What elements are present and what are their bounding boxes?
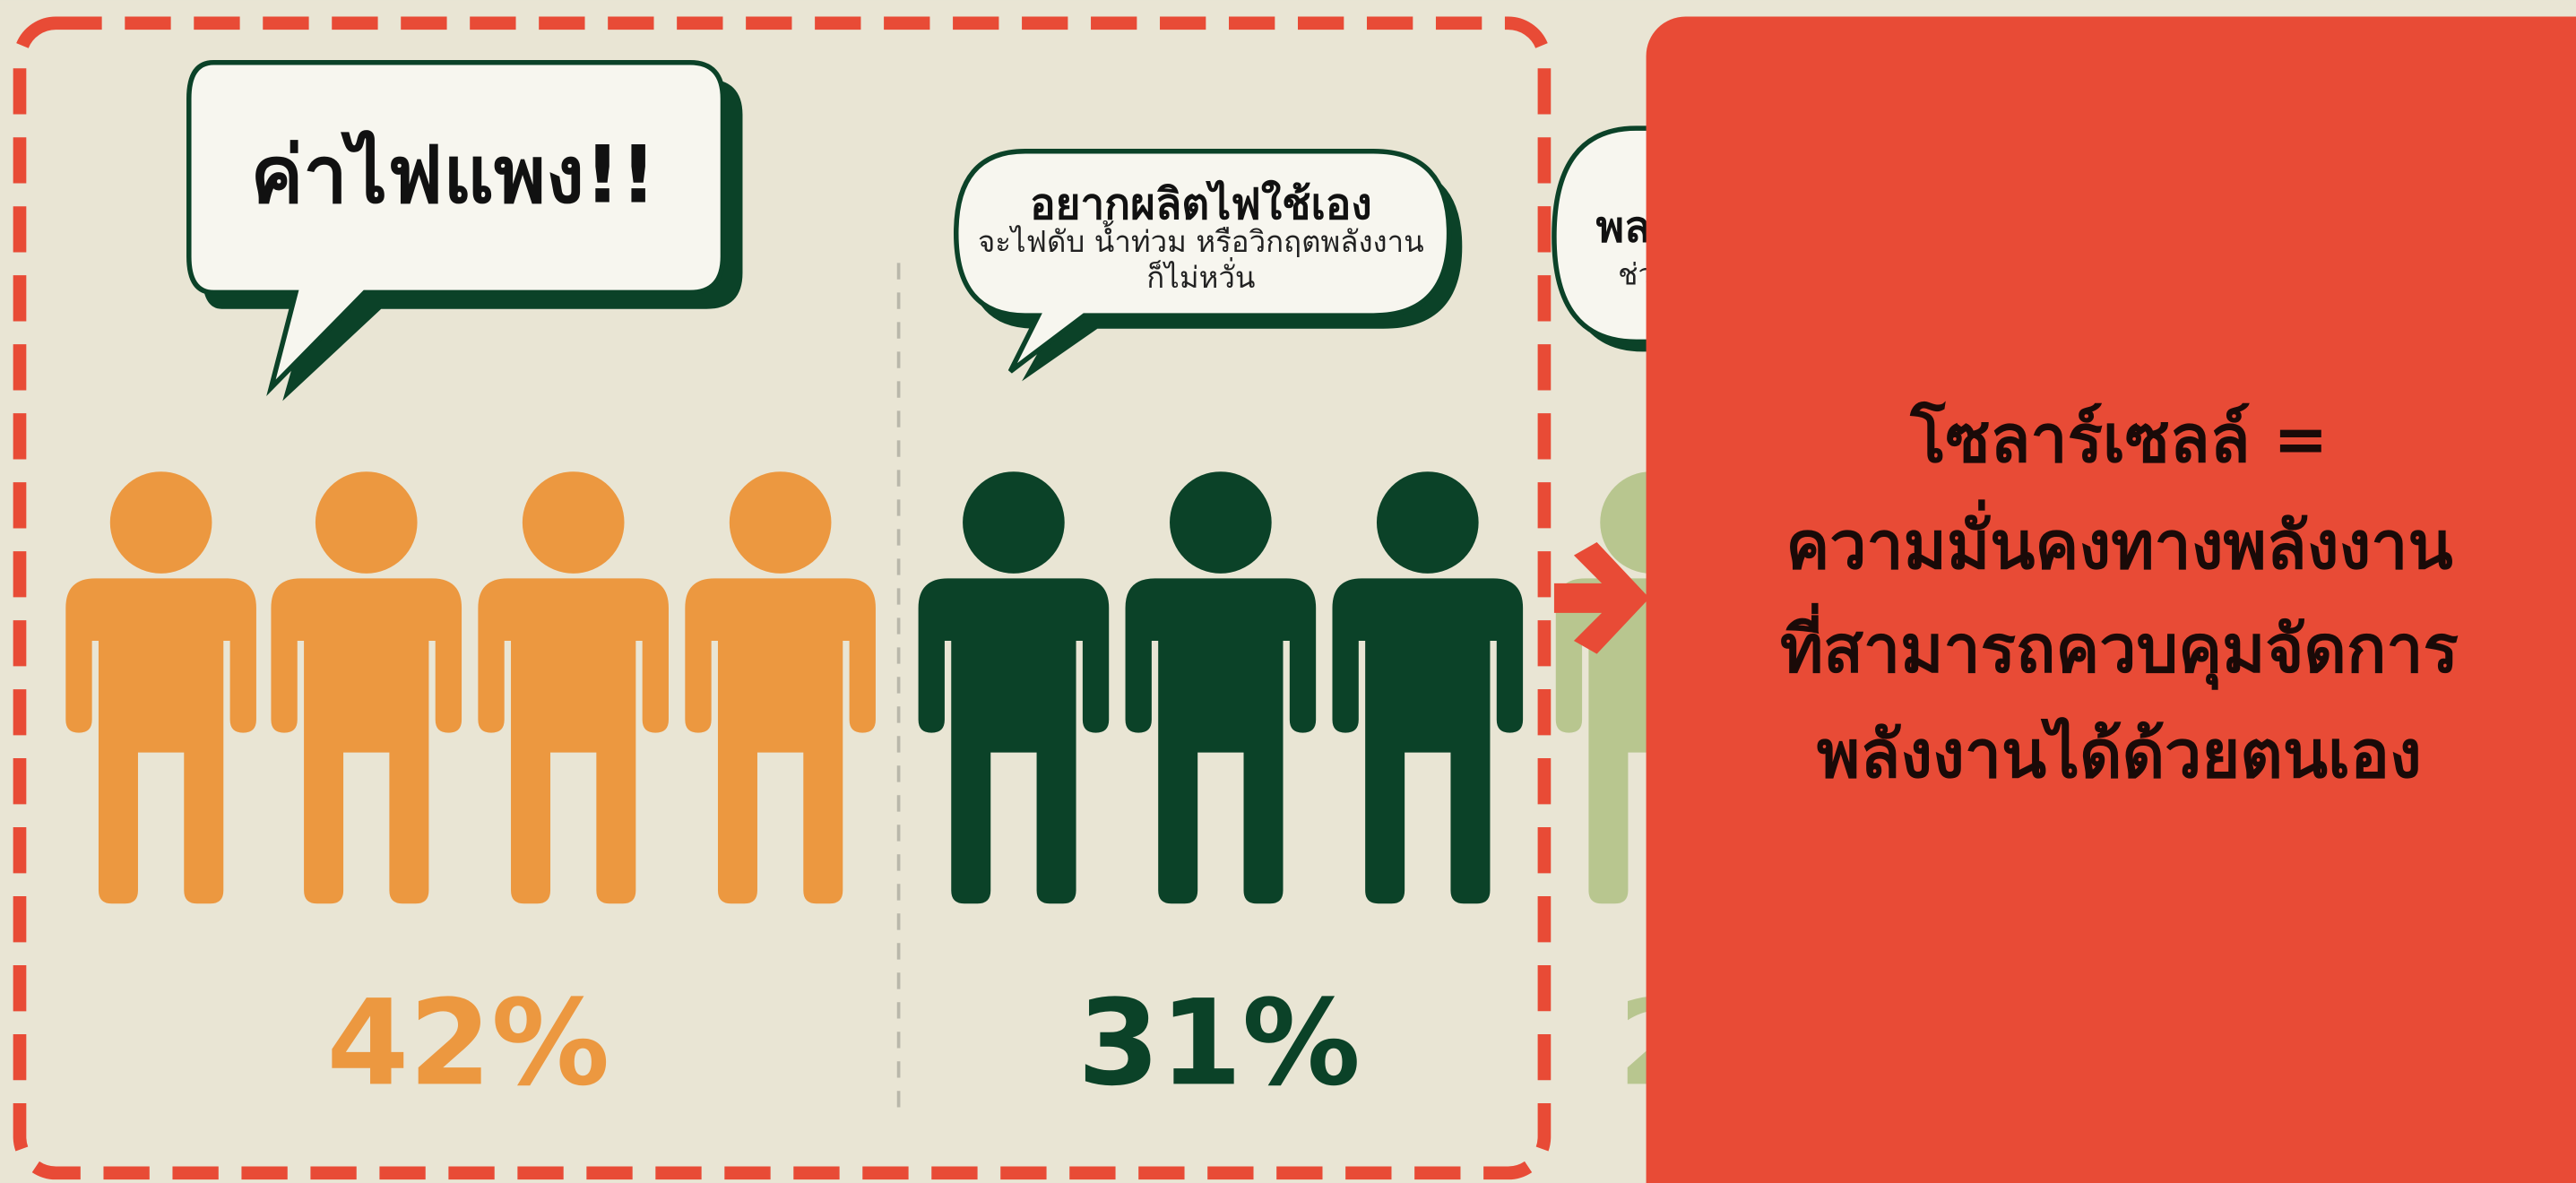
overlay-line: ความมั่นคงทางพลังงาน [1785,499,2452,584]
speech-bubble: ค่าไฟแพง!! [186,60,743,402]
bubble-title: อยากผลิตไฟใช้เอง [1030,179,1372,229]
bubble-title: พล [1596,203,1651,253]
overlay-line: ที่สามารถควบคุมจัดการ [1780,603,2459,691]
stat: 31% [1077,975,1361,1112]
speech-bubble: อยากผลิตไฟใช้เอง จะไฟดับ น้ำท่วม หรือวิก… [954,149,1463,382]
bubble-title: ค่าไฟแพง!! [251,129,657,221]
overlay-panel [1646,16,2576,1183]
overlay-line: โซลาร์เซลล์ = [1909,400,2328,478]
overlay-line: พลังงานได้ด้วยตนเอง [1817,716,2422,793]
arrow [1553,542,1650,654]
bubble-line: จะไฟดับ น้ำท่วม หรือวิกฤตพลังงาน [978,220,1424,259]
dashed-frame [13,16,1552,1180]
stat: 42% [326,975,609,1112]
bubble-line: ก็ไม่หวั่น [1146,257,1255,295]
